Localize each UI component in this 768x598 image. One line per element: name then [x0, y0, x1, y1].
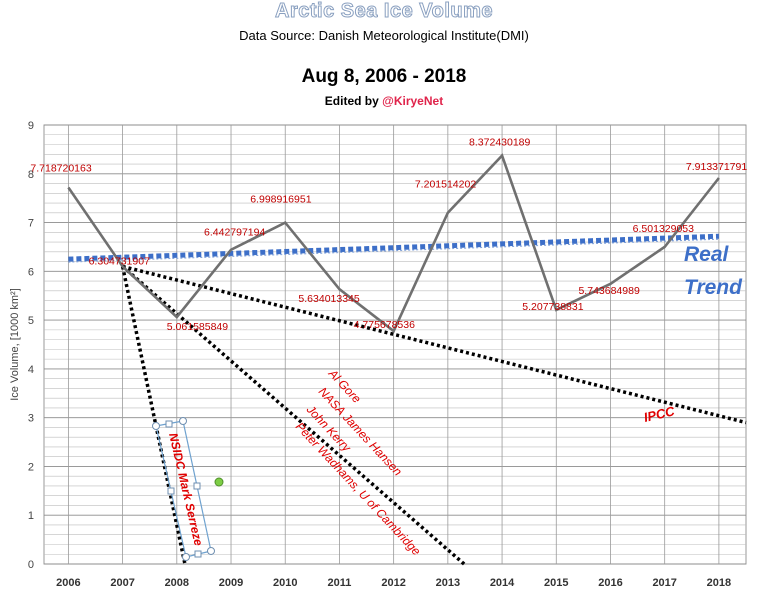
x-tick-label: 2010	[273, 577, 297, 589]
plot-area	[43, 124, 747, 565]
data-label: 5.061585849	[167, 321, 228, 333]
ice-volume-series-line	[67, 153, 720, 334]
data-label: 6.304731907	[89, 255, 150, 267]
y-tick-label: 8	[28, 169, 34, 181]
rotate-handle	[214, 477, 224, 487]
edited-prefix: Edited by	[324, 94, 383, 108]
real-trend-label: Real	[684, 243, 730, 266]
selection-handle	[194, 550, 202, 558]
x-tick-label: 2017	[652, 577, 676, 589]
y-tick-label: 4	[28, 364, 34, 376]
selection-handle	[165, 420, 173, 428]
nsidc-trend-line	[120, 266, 187, 565]
data-label: 6.442797194	[204, 227, 265, 239]
real-trend-label: Trend	[684, 276, 743, 299]
data-label: 5.743684989	[578, 285, 639, 297]
x-tick-label: 2007	[110, 577, 134, 589]
data-label: 4.775678536	[354, 319, 415, 331]
data-source: Data Source: Danish Meteorological Insti…	[239, 28, 529, 43]
data-label: 5.207738831	[522, 301, 583, 313]
y-tick-label: 6	[28, 266, 34, 278]
y-tick-label: 7	[28, 218, 34, 230]
x-tick-label: 2008	[165, 577, 189, 589]
y-tick-label: 1	[28, 510, 34, 522]
x-tick-label: 2011	[327, 577, 351, 589]
edited-by: Edited by @KiryeNet	[0, 94, 768, 108]
x-tick-label: 2014	[490, 577, 515, 589]
y-tick-label: 9	[28, 120, 34, 132]
selection-handle	[193, 482, 201, 490]
selection-handle	[167, 487, 175, 495]
y-tick-label: 3	[28, 413, 34, 425]
data-label: 7.718720163	[30, 162, 91, 174]
real-trend-line	[68, 233, 719, 262]
real-trend-thin-line	[68, 238, 719, 263]
selection-handle	[179, 417, 187, 425]
x-tick-label: 2018	[707, 577, 731, 589]
y-tick-label: 2	[28, 461, 34, 473]
x-tick-label: 2012	[381, 577, 405, 589]
x-tick-label: 2009	[219, 577, 243, 589]
x-tick-label: 2006	[56, 577, 80, 589]
chart-title: Arctic Sea Ice Volume	[275, 0, 494, 23]
data-label: 5.634013345	[298, 293, 359, 305]
data-label: 6.501329053	[633, 223, 694, 235]
data-label: 8.372430189	[469, 137, 530, 149]
y-tick-label: 5	[28, 315, 34, 327]
selection-handle	[152, 422, 160, 430]
data-label: 7.201514202	[415, 179, 476, 191]
data-label: 6.998916951	[250, 194, 311, 206]
x-tick-label: 2016	[598, 577, 622, 589]
selection-handle	[182, 553, 190, 561]
x-tick-label: 2013	[436, 577, 460, 589]
y-axis-label: Ice Volume, [1000 km²]	[9, 288, 21, 401]
selection-handle	[207, 547, 215, 555]
date-range: Aug 8, 2006 - 2018	[301, 66, 467, 87]
ipcc-label: IPCC	[642, 403, 676, 425]
y-tick-label: 0	[28, 559, 34, 571]
x-tick-label: 2015	[544, 577, 568, 589]
data-label: 7.913371791	[686, 161, 747, 173]
editor-handle: @KiryeNet	[382, 94, 444, 108]
ipcc-trend-line	[122, 264, 747, 425]
